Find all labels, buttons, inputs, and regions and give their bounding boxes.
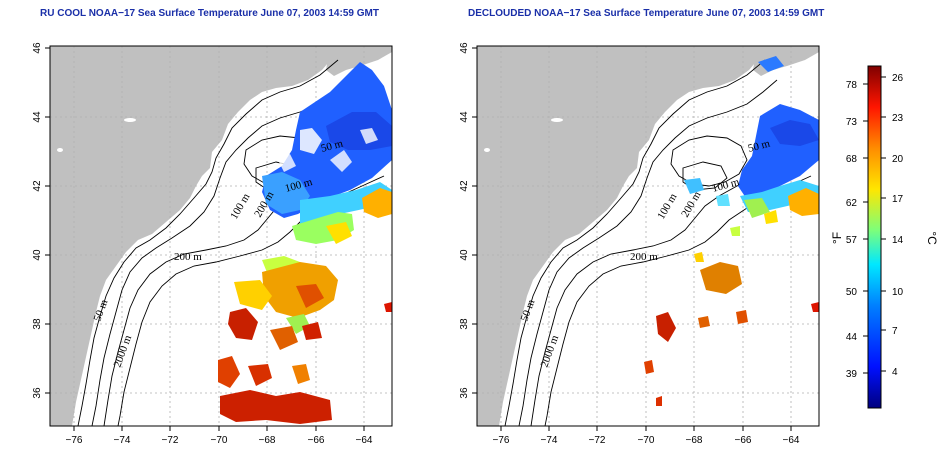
celsius-tick-label: 26 (892, 73, 904, 84)
celsius-tick-label: 20 (892, 154, 904, 165)
x-tick-label: −64 (783, 435, 800, 446)
contour-label: 200 m (174, 251, 202, 263)
left-sst-map: 50 m 100 m 200 m 200 m 50 m 2000 m 100 m… (32, 42, 393, 446)
right-panel-title: DECLOUDED NOAA−17 Sea Surface Temperatur… (468, 8, 825, 19)
y-tick-label: 44 (459, 111, 470, 123)
celsius-tick-label: 7 (892, 326, 898, 337)
temperature-colorbar: 78 73 68 62 57 50 44 39 26 23 20 17 14 1… (830, 65, 939, 409)
fahrenheit-tick-label: 39 (846, 369, 858, 380)
x-tick-label: −76 (493, 435, 510, 446)
y-tick-label: 42 (459, 180, 470, 192)
left-panel-title: RU COOL NOAA−17 Sea Surface Temperature … (40, 8, 379, 19)
y-tick-label: 46 (32, 42, 43, 54)
y-tick-label: 40 (459, 249, 470, 261)
fahrenheit-axis-label: °F (830, 232, 844, 244)
x-tick-label: −74 (114, 435, 131, 446)
x-tick-label: −74 (541, 435, 558, 446)
colorbar-gradient (867, 65, 882, 409)
fahrenheit-tick-label: 50 (846, 287, 858, 298)
x-tick-label: −66 (308, 435, 325, 446)
celsius-tick-label: 14 (892, 235, 904, 246)
y-tick-label: 40 (32, 249, 43, 261)
y-tick-label: 38 (459, 318, 470, 330)
right-sst-map: 50 m 100 m 200 m 200 m 50 m 2000 m 100 m… (459, 42, 820, 446)
x-tick-label: −68 (259, 435, 276, 446)
celsius-tick-label: 23 (892, 113, 904, 124)
fahrenheit-tick-label: 68 (846, 154, 858, 165)
y-tick-label: 42 (32, 180, 43, 192)
y-tick-label: 44 (32, 111, 43, 123)
x-tick-label: −76 (66, 435, 83, 446)
celsius-tick-label: 17 (892, 194, 904, 205)
contour-label: 50 m (320, 137, 345, 154)
contour-label: 50 m (747, 137, 772, 154)
x-tick-label: −72 (162, 435, 179, 446)
celsius-tick-label: 10 (892, 287, 904, 298)
y-tick-label: 38 (32, 318, 43, 330)
celsius-axis-label: °C (925, 231, 939, 245)
y-tick-label: 36 (32, 387, 43, 399)
sst-data (644, 56, 819, 406)
sst-data (218, 62, 392, 424)
celsius-tick-label: 4 (892, 367, 898, 378)
x-tick-label: −72 (589, 435, 606, 446)
fahrenheit-tick-label: 57 (846, 235, 858, 246)
x-tick-label: −64 (356, 435, 373, 446)
fahrenheit-tick-label: 62 (846, 198, 858, 209)
y-tick-label: 36 (459, 387, 470, 399)
x-tick-label: −70 (638, 435, 655, 446)
y-tick-label: 46 (459, 42, 470, 54)
fahrenheit-tick-label: 73 (846, 117, 858, 128)
x-tick-label: −68 (686, 435, 703, 446)
contour-label: 200 m (630, 251, 658, 263)
fahrenheit-tick-label: 44 (846, 332, 858, 343)
x-tick-label: −66 (735, 435, 752, 446)
fahrenheit-tick-label: 78 (846, 80, 858, 91)
x-tick-label: −70 (211, 435, 228, 446)
